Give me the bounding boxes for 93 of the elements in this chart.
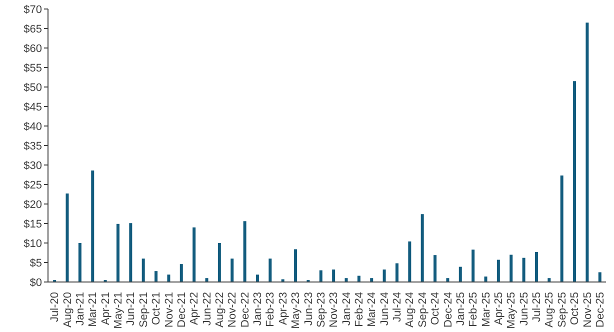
bar — [256, 274, 259, 282]
x-tick-label: May-25 — [506, 292, 518, 329]
y-tick-label: $45 — [24, 101, 42, 114]
x-tick-label: Jan-23 — [252, 292, 264, 326]
bar — [180, 264, 183, 282]
x-tick-label: Feb-24 — [354, 292, 366, 327]
x-tick-label: Jun-21 — [125, 292, 138, 326]
x-tick-label: Aug-25 — [544, 292, 556, 328]
bar — [458, 266, 462, 282]
bar — [420, 214, 424, 282]
x-tick-label: Mar-24 — [366, 292, 378, 327]
bar — [484, 276, 488, 282]
bar — [332, 270, 336, 282]
y-tick-label: $40 — [24, 120, 42, 133]
x-tick-label: Nov-25 — [582, 292, 594, 328]
bar — [395, 263, 398, 282]
y-tick-label: $55 — [24, 62, 42, 74]
bar — [154, 271, 158, 282]
y-tick-label: $65 — [24, 23, 42, 36]
bar — [382, 270, 386, 282]
x-tick-label: Nov-23 — [328, 292, 340, 328]
x-tick-label: Jul-20 — [49, 292, 62, 322]
bar — [434, 255, 437, 282]
x-tick-label: Dec-24 — [442, 292, 454, 328]
x-tick-label: Apr-25 — [493, 292, 506, 326]
x-tick-label: Aug-22 — [214, 292, 226, 328]
bar — [294, 249, 298, 282]
bar — [192, 227, 196, 282]
x-tick-label: Apr-23 — [277, 292, 290, 326]
bar — [91, 170, 94, 282]
x-tick-label: Aug-24 — [404, 292, 416, 328]
y-tick-label: $25 — [24, 179, 42, 192]
x-tick-label: Jul-24 — [392, 292, 404, 322]
x-tick-label: Jan-21 — [74, 292, 87, 326]
bar — [573, 81, 576, 282]
bar — [510, 254, 513, 282]
x-tick-label: Jun-25 — [518, 292, 530, 326]
y-tick-label: $70 — [24, 4, 42, 16]
bar — [218, 243, 221, 282]
x-tick-label: Feb-25 — [468, 292, 480, 327]
x-tick-label: Sep-24 — [416, 292, 429, 328]
x-tick-label: May-21 — [112, 292, 125, 329]
y-tick-label: $15 — [24, 218, 42, 230]
y-tick-label: $50 — [24, 82, 42, 94]
bar — [586, 22, 589, 282]
x-tick-label: Apr-21 — [100, 292, 112, 326]
y-tick-label: $35 — [24, 140, 42, 152]
bar — [167, 274, 170, 282]
x-tick-label: Jun-23 — [302, 292, 315, 326]
x-tick-label: Jun-24 — [378, 292, 391, 326]
x-tick-label: Mar-21 — [87, 292, 100, 327]
bar — [243, 221, 246, 282]
x-tick-label: Mar-25 — [480, 292, 492, 327]
y-tick-label: $10 — [24, 238, 42, 250]
x-tick-label: Sep-21 — [138, 292, 150, 328]
x-tick-label: Jan-25 — [454, 292, 467, 326]
x-tick-label: Jul-25 — [531, 292, 544, 322]
x-tick-label: Nov-22 — [226, 292, 239, 328]
bar — [598, 272, 602, 282]
x-tick-label: Feb-23 — [264, 292, 277, 327]
y-tick-label: $30 — [24, 160, 42, 172]
y-tick-label: $20 — [24, 198, 42, 211]
bar — [268, 258, 272, 282]
bar — [66, 193, 69, 282]
x-tick-label: Apr-22 — [188, 292, 201, 326]
bar — [230, 258, 234, 282]
x-tick-label: Nov-21 — [163, 292, 176, 328]
y-tick-label: $0 — [30, 276, 42, 289]
x-tick-label: Sep-25 — [556, 292, 568, 328]
bar — [78, 243, 82, 282]
x-tick-label: Aug-20 — [62, 292, 74, 328]
x-tick-label: Oct-24 — [430, 292, 442, 326]
bar — [129, 223, 132, 282]
bar — [116, 224, 120, 282]
x-tick-label: Oct-25 — [569, 292, 582, 326]
x-tick-label: May-23 — [290, 292, 302, 329]
x-tick-label: Dec-22 — [239, 292, 252, 328]
y-tick-label: $5 — [30, 257, 42, 270]
bar — [408, 241, 412, 282]
x-tick-label: Jun-22 — [201, 292, 214, 326]
bar — [142, 258, 145, 282]
bar — [472, 250, 475, 282]
x-tick-label: Sep-23 — [315, 292, 328, 328]
y-tick-label: $60 — [24, 42, 42, 55]
x-tick-label: Dec-25 — [594, 292, 606, 328]
bar — [319, 270, 322, 282]
x-tick-label: Jan-24 — [340, 292, 353, 326]
bar — [560, 176, 564, 282]
x-tick-label: Dec-21 — [176, 292, 188, 328]
bar — [534, 252, 538, 282]
bar — [522, 258, 526, 282]
x-tick-label: Oct-21 — [150, 292, 163, 326]
bar — [496, 260, 500, 282]
